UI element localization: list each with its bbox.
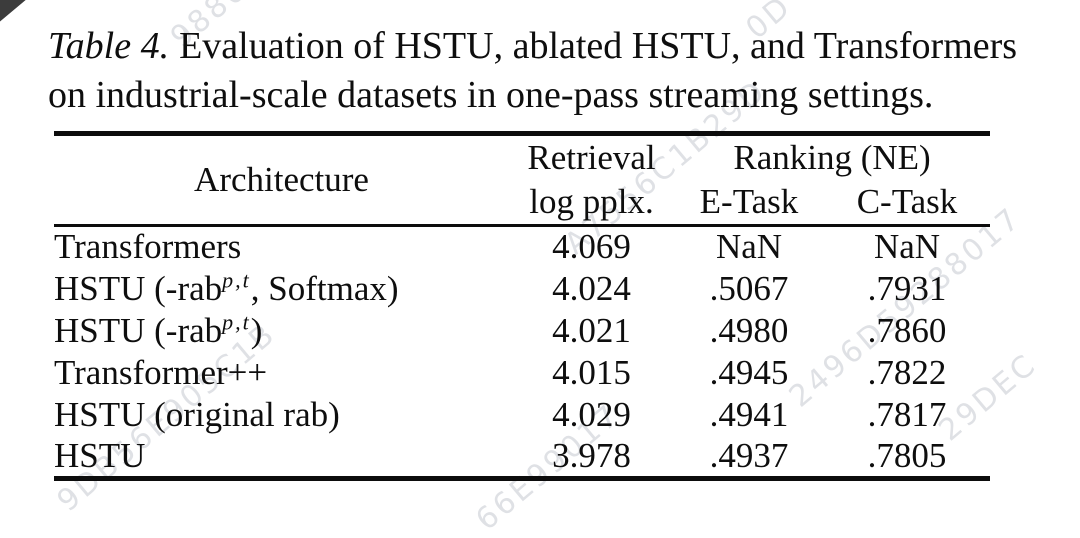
header-row-1: Architecture Retrieval Ranking (NE)	[54, 134, 990, 199]
header-log-pplx: log pplx.	[529, 182, 654, 222]
architecture-superscript: p,t	[222, 266, 251, 292]
retrieval-value: 4.015	[552, 352, 631, 392]
header-row-2: log pplx. E-Task C-Task	[54, 181, 990, 226]
architecture-label: HSTU (original rab)	[54, 394, 509, 436]
results-table-wrapper: Architecture Retrieval Ranking (NE) log …	[54, 131, 991, 481]
c-task-value: .7817	[867, 394, 947, 434]
header-ranking-ne: Ranking (NE)	[733, 138, 931, 178]
c-task-value: NaN	[873, 227, 941, 267]
caption-line-1: Table 4. Evaluation of HSTU, ablated HSTU…	[48, 22, 1017, 71]
retrieval-value: 4.069	[552, 227, 631, 267]
e-task-value-best: .4937	[709, 435, 789, 475]
caption-line-2: on industrial-scale datasets in one-pass…	[48, 74, 934, 116]
architecture-text: Transformer++	[54, 352, 268, 392]
header-retrieval: Retrieval	[527, 138, 656, 178]
e-task-value: .4980	[709, 310, 789, 350]
e-task-value: .4941	[709, 394, 789, 434]
table-row-transformer-plus-plus: Transformer++ 4.015 .4945 .7822	[54, 352, 990, 394]
architecture-text-post: , Softmax)	[250, 268, 399, 308]
caption-table-label: Table 4.	[48, 25, 170, 67]
retrieval-value-best: 3.978	[552, 435, 631, 475]
table-row-hstu-norab: HSTU (-rabp,t) 4.021 .4980 .7860	[54, 310, 990, 352]
table-row-transformers: Transformers 4.069 NaN NaN	[54, 226, 990, 268]
architecture-text: Transformers	[54, 227, 242, 267]
retrieval-value: 4.021	[552, 310, 631, 350]
architecture-text: HSTU (-rab	[54, 310, 223, 350]
table-header: Architecture Retrieval Ranking (NE) log …	[54, 134, 991, 226]
architecture-label: HSTU	[54, 436, 509, 479]
architecture-superscript: p,t	[222, 308, 251, 334]
table-caption: Table 4. Evaluation of HSTU, ablated HSTU…	[48, 22, 1017, 120]
e-task-value: NaN	[715, 227, 783, 267]
table-row-hstu-norab-softmax: HSTU (-rabp,t, Softmax) 4.024 .5067 .793…	[54, 268, 990, 310]
c-task-value: .7822	[867, 352, 947, 392]
retrieval-value: 4.024	[552, 268, 631, 308]
e-task-value: .5067	[709, 268, 789, 308]
header-e-task: E-Task	[699, 182, 799, 222]
architecture-text-post: )	[250, 310, 263, 350]
c-task-value-best: .7805	[867, 435, 947, 475]
header-architecture: Architecture	[194, 160, 369, 199]
c-task-value: .7931	[867, 268, 947, 308]
c-task-value: .7860	[867, 310, 947, 350]
table-row-hstu: HSTU 3.978 .4937 .7805	[54, 436, 990, 479]
retrieval-value: 4.029	[552, 394, 631, 434]
scan-corner-artifact	[0, 0, 31, 23]
architecture-label: Transformers	[54, 226, 509, 268]
architecture-text: HSTU (original rab)	[54, 394, 340, 434]
architecture-label: HSTU (-rabp,t, Softmax)	[54, 268, 509, 310]
paper-page: 9886 0D A7556C1B29D 2496D59288017 29DEC …	[0, 0, 1044, 538]
architecture-text: HSTU	[54, 435, 146, 475]
architecture-label: HSTU (-rabp,t)	[54, 310, 509, 352]
caption-line-1-text: Evaluation of HSTU, ablated HSTU, and Tr…	[179, 25, 1018, 67]
table-row-hstu-original-rab: HSTU (original rab) 4.029 .4941 .7817	[54, 394, 990, 436]
header-c-task: C-Task	[856, 182, 958, 222]
results-table: Architecture Retrieval Ranking (NE) log …	[54, 131, 991, 481]
architecture-label: Transformer++	[54, 352, 509, 394]
e-task-value: .4945	[709, 352, 789, 392]
architecture-text: HSTU (-rab	[54, 268, 223, 308]
table-body: Transformers 4.069 NaN NaN HSTU (-rabp,t…	[54, 226, 990, 479]
